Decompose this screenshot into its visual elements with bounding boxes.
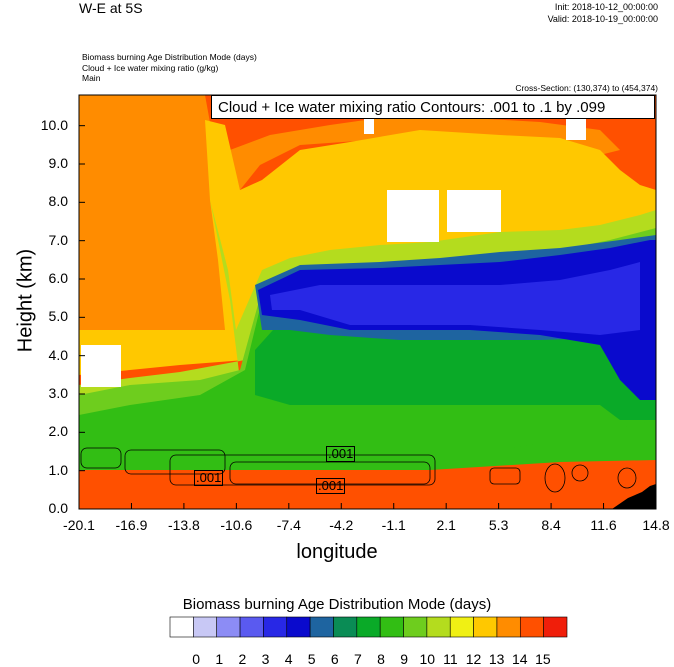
y-tick-label: 3.0: [48, 385, 68, 401]
heatmap-field: [79, 95, 656, 509]
gap-upper-2: [447, 190, 501, 232]
colorbar-label: 2: [238, 651, 247, 667]
x-tick-label: -4.2: [329, 517, 354, 533]
x-tick-label: -10.6: [220, 517, 253, 533]
y-tick-label: 1.0: [48, 461, 68, 478]
field-description-main: Main: [82, 73, 101, 83]
contour-line: [124, 449, 226, 475]
colorbar-swatch: [309, 616, 334, 638]
contour-label: .001: [316, 478, 346, 494]
layer-red-surface: [79, 470, 656, 509]
y-tick-label: 9.0: [48, 155, 68, 171]
colorbar-swatch: [216, 616, 241, 638]
colorbar-swatch: [426, 616, 451, 638]
contour-line: [617, 467, 637, 489]
x-tick-label: 11.6: [590, 517, 617, 533]
colorbar-label: 3: [261, 651, 270, 667]
layer-orange-cap: [230, 115, 620, 190]
colorbar: [169, 616, 568, 638]
valid-time: Valid: 2018-10-19_00:00:00: [547, 14, 658, 24]
contour-label: .001: [326, 446, 356, 462]
colorbar-label: 15: [535, 651, 551, 667]
layer-orange-west: [79, 95, 240, 330]
y-tick-label: 4.0: [48, 346, 68, 363]
x-tick-label: 14.8: [642, 517, 670, 533]
x-tick-label: -20.1: [63, 517, 95, 533]
colorbar-label: 9: [400, 651, 409, 667]
colorbar-swatch: [333, 616, 358, 638]
colorbar-swatch: [403, 616, 428, 638]
contour-line: [80, 447, 122, 469]
axis-ticks: [78, 125, 657, 510]
colorbar-title: Biomass burning Age Distribution Mode (d…: [182, 596, 492, 613]
cross-section-info: Cross-Section: (130,374) to (454,374): [515, 83, 658, 93]
contour-line: [489, 467, 521, 485]
contour-line: [571, 464, 589, 482]
cloud-water-contours: [80, 447, 637, 493]
colorbar-label: 4: [284, 651, 293, 667]
colorbar-swatch: [263, 616, 288, 638]
contour-line: [169, 454, 436, 486]
colorbar-label: 7: [354, 651, 362, 667]
colorbar-label: 1: [215, 651, 224, 667]
colorbar-label: 0: [192, 651, 200, 667]
gap-west: [81, 345, 121, 387]
y-axis-label: Height (km): [14, 248, 37, 353]
contour-info-box: Cloud + Ice water mixing ratio Contours:…: [211, 95, 655, 119]
y-tick-label: 6.0: [48, 270, 68, 286]
colorbar-label: 10: [419, 651, 436, 667]
y-tick-label: 10.0: [40, 116, 68, 133]
x-axis-label: longitude: [296, 541, 378, 563]
colorbar-label: 14: [511, 651, 528, 667]
x-tick-label: -7.4: [276, 517, 301, 533]
contour-label: .001: [194, 470, 224, 486]
colorbar-swatch: [543, 616, 568, 638]
x-tick-label: 8.4: [541, 517, 561, 533]
y-tick-label: 7.0: [48, 231, 68, 248]
gap-top-2: [566, 118, 586, 140]
field-description-aerosol: Biomass burning Age Distribution Mode (d…: [82, 52, 257, 62]
colorbar-swatch: [239, 616, 264, 638]
y-tick-label: 0.0: [48, 500, 68, 516]
colorbar-label: 8: [377, 651, 385, 667]
x-tick-label: -13.8: [167, 517, 200, 533]
contour-line: [229, 461, 431, 485]
colorbar-swatch: [496, 616, 521, 638]
gap-top-1: [364, 118, 374, 134]
init-time: Init: 2018-10-12_00:00:00: [554, 2, 658, 12]
x-tick-label: 5.3: [488, 517, 509, 533]
colorbar-swatch: [286, 616, 311, 638]
colorbar-label: 11: [443, 651, 458, 667]
colorbar-swatch: [169, 616, 194, 638]
x-tick-label: -1.1: [381, 517, 406, 533]
colorbar-label: 5: [307, 651, 316, 667]
colorbar-swatch: [473, 616, 498, 638]
colorbar-label: 13: [488, 651, 505, 667]
layer-green-base: [79, 420, 656, 478]
gap-upper-1: [387, 190, 439, 242]
y-tick-label: 2.0: [48, 423, 68, 440]
colorbar-swatch: [519, 616, 544, 638]
y-tick-label: 8.0: [48, 193, 68, 210]
colorbar-label: 6: [330, 651, 339, 667]
colorbar-label: 12: [465, 651, 482, 667]
layer-blue-inner: [270, 262, 640, 335]
terrain: [612, 484, 656, 509]
x-tick-label: -16.9: [115, 517, 148, 533]
contour-line: [544, 463, 566, 493]
plot-title: W-E at 5S: [79, 0, 143, 16]
field-description-cloud: Cloud + Ice water mixing ratio (g/kg): [82, 63, 219, 73]
colorbar-swatch: [449, 616, 474, 638]
colorbar-swatch: [356, 616, 381, 638]
y-tick-label: 5.0: [48, 308, 68, 325]
colorbar-swatch: [193, 616, 218, 638]
x-tick-label: 2.1: [436, 517, 456, 533]
colorbar-swatch: [379, 616, 404, 638]
layer-yellowgreen: [79, 200, 656, 395]
